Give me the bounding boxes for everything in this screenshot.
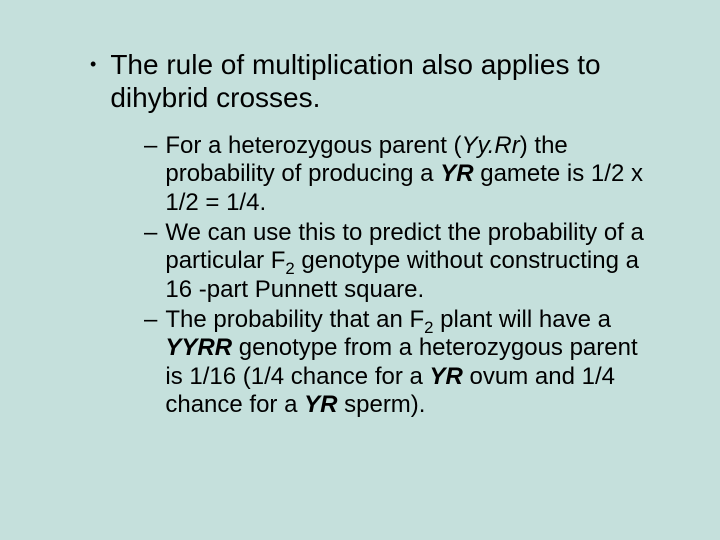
- sub-bullet: – We can use this to predict the probabi…: [144, 219, 660, 304]
- bullet-marker: •: [90, 48, 96, 80]
- sub-bullet-marker: –: [144, 219, 157, 247]
- sub-bullet: – The probability that an F2 plant will …: [144, 306, 660, 419]
- main-bullet-text: The rule of multiplication also applies …: [110, 48, 660, 114]
- sub-bullet-marker: –: [144, 306, 157, 334]
- sub-bullet-text: For a heterozygous parent (Yy.Rr) the pr…: [165, 132, 660, 217]
- sub-bullet-marker: –: [144, 132, 157, 160]
- sub-bullet-text: We can use this to predict the probabili…: [165, 219, 660, 304]
- main-bullet: • The rule of multiplication also applie…: [90, 48, 660, 114]
- sub-bullet-text: The probability that an F2 plant will ha…: [165, 306, 660, 419]
- sub-bullet: – For a heterozygous parent (Yy.Rr) the …: [144, 132, 660, 217]
- sub-bullet-list: – For a heterozygous parent (Yy.Rr) the …: [144, 132, 660, 419]
